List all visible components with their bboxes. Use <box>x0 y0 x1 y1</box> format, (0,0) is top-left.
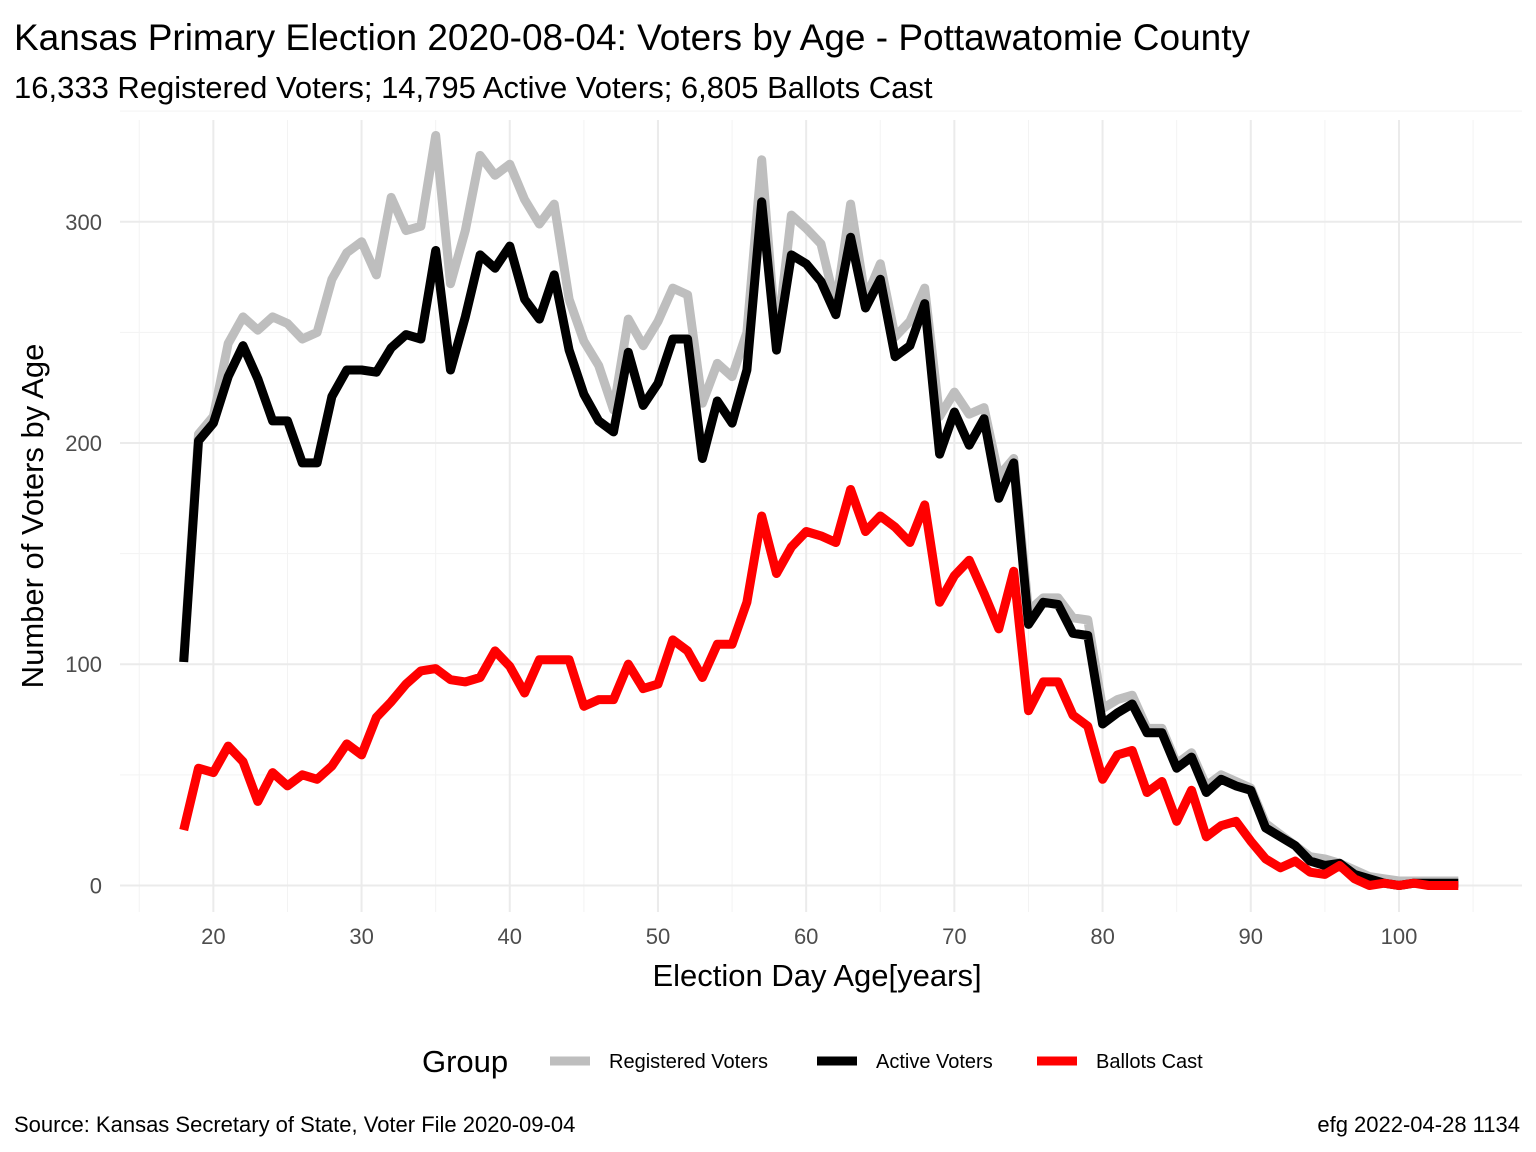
legend-label: Registered Voters <box>609 1051 768 1073</box>
x-tick-label: 50 <box>646 924 670 949</box>
x-axis-ticks: 20 30 40 50 60 70 80 90 100 <box>201 924 1417 949</box>
x-tick-label: 100 <box>1381 924 1418 949</box>
y-tick-label: 0 <box>90 873 102 898</box>
x-tick-label: 20 <box>201 924 225 949</box>
x-tick-label: 90 <box>1239 924 1263 949</box>
x-tick-label: 70 <box>942 924 966 949</box>
legend-title: Group <box>422 1044 508 1079</box>
series-layer <box>179 131 1459 890</box>
legend-item-active-voters: Active Voters <box>817 1051 993 1073</box>
legend-label: Ballots Cast <box>1096 1051 1203 1073</box>
x-tick-label: 80 <box>1090 924 1114 949</box>
legend-items: Registered Voters Active Voters Ballots Ca… <box>550 1051 1203 1073</box>
x-tick-label: 30 <box>349 924 373 949</box>
legend-item-registered-voters: Registered Voters <box>550 1051 768 1073</box>
chart-title: Kansas Primary Election 2020-08-04: Vote… <box>14 17 1251 58</box>
x-tick-label: 60 <box>794 924 818 949</box>
x-tick-label: 40 <box>498 924 522 949</box>
source-caption: Source: Kansas Secretary of State, Voter… <box>14 1112 575 1137</box>
x-axis-title: Election Day Age[years] <box>652 958 981 993</box>
series-line-active-voters <box>179 197 1459 890</box>
y-axis-title: Number of Voters by Age <box>15 344 50 689</box>
legend: Group Registered Voters Active Voters Ball… <box>422 1044 1203 1079</box>
y-tick-label: 300 <box>65 210 102 235</box>
plot-grid <box>120 110 1522 912</box>
y-tick-label: 200 <box>65 431 102 456</box>
legend-label: Active Voters <box>876 1051 993 1073</box>
y-axis-ticks: 0 100 200 300 <box>65 210 102 899</box>
author-caption: efg 2022-04-28 1134 <box>1317 1112 1520 1137</box>
legend-item-ballots-cast: Ballots Cast <box>1037 1051 1203 1073</box>
y-tick-label: 100 <box>65 652 102 677</box>
series-line-ballots-cast <box>179 485 1459 890</box>
series-line-registered-voters <box>179 131 1459 886</box>
chart-subtitle: 16,333 Registered Voters; 14,795 Active … <box>14 70 933 105</box>
